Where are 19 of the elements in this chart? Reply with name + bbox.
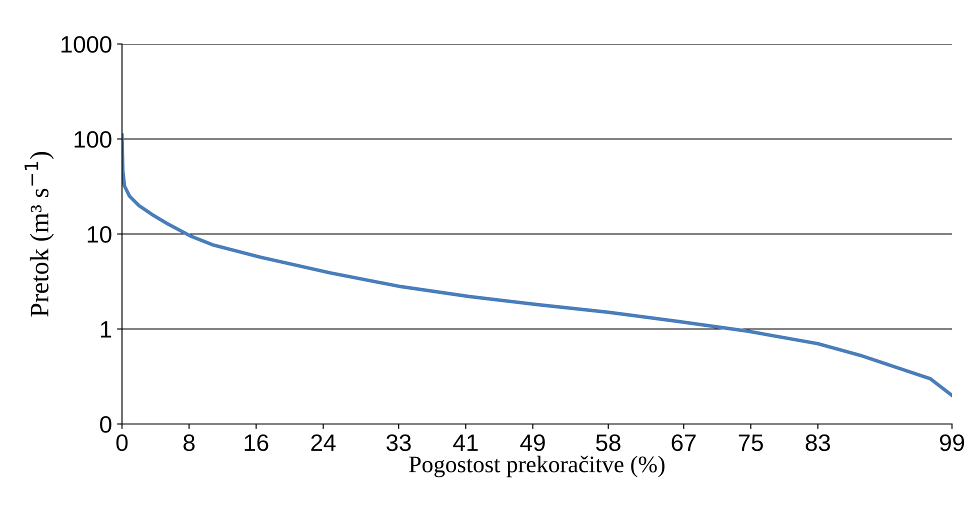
x-tick-label: 58	[596, 434, 620, 452]
x-tick-label: 33	[386, 434, 411, 452]
y-axis-title: Pretok (m³ s$^{−1}$)	[24, 152, 54, 317]
x-tick-label: 83	[806, 434, 830, 452]
x-tick-label: 75	[738, 434, 763, 452]
x-tick-label: 24	[311, 434, 336, 451]
x-tick-label: 0	[116, 434, 128, 452]
y-tick-label: 10	[88, 226, 112, 243]
y-tick-label: 100	[74, 131, 112, 148]
x-tick-label: 16	[244, 434, 268, 452]
x-tick-label: 67	[672, 434, 696, 452]
y-tick-label: 1	[100, 321, 112, 338]
x-tick-label: 49	[520, 434, 545, 452]
x-axis-title: Pogostost prekoračitve (%)	[409, 456, 664, 478]
x-tick-label: 8	[184, 434, 195, 452]
x-tick-label: 99	[940, 434, 964, 452]
y-tick-label: 1000	[62, 36, 112, 53]
y-tick-label: 0	[100, 416, 112, 433]
x-tick-label: 41	[453, 434, 478, 451]
